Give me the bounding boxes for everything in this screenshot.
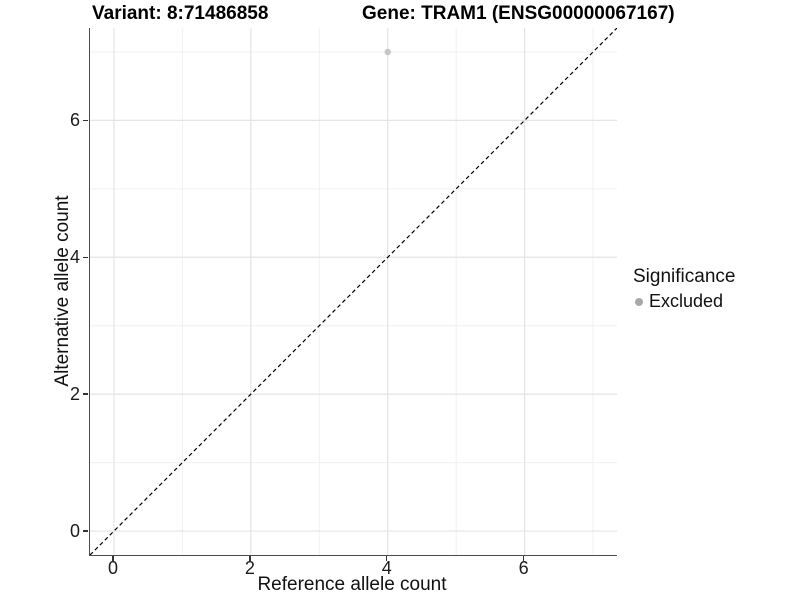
x-tick-label: 4 [381,558,392,578]
x-axis-title: Reference allele count [257,574,447,595]
y-axis-title: Alternative allele count [52,195,73,387]
y-tick-label: 2 [69,384,80,405]
data-point-excluded [384,48,391,56]
legend-item-label: Excluded [649,291,724,311]
plot-canvas [90,28,617,555]
x-axis-tick [112,556,114,561]
y-axis-tick [83,530,88,532]
legend-point-icon [635,297,643,306]
plot-panel [89,28,617,556]
y-tick-label: 4 [69,247,80,268]
x-axis-tick [385,556,388,561]
x-tick-label: 0 [107,558,118,578]
y-tick-label: 0 [69,521,80,542]
x-tick-label: 6 [518,558,529,578]
x-axis-tick [522,556,525,561]
y-tick-label: 6 [69,110,80,131]
x-tick-label: 2 [244,558,255,578]
x-axis-tick [249,556,251,561]
legend-item-excluded: Excluded [630,291,735,312]
plot-title-variant: Variant: 8:71486858 [92,3,269,24]
y-axis-tick [83,119,88,122]
plot-title-gene: Gene: TRAM1 (ENSG00000067167) [362,3,675,24]
identity-line [90,28,617,555]
legend: Significance Excluded [630,265,735,312]
legend-title: Significance [633,266,736,287]
y-axis-tick [83,393,88,395]
y-axis-tick [83,256,88,259]
